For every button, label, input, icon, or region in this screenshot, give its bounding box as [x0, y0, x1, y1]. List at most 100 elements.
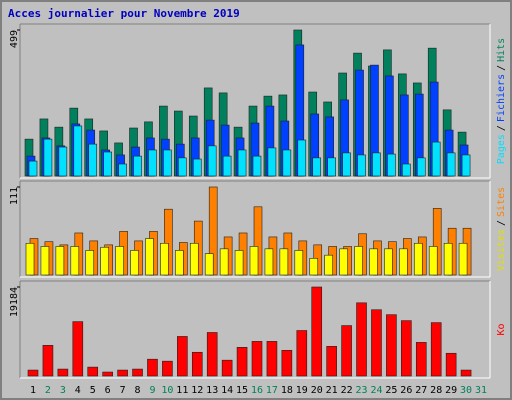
x-tick-label: 21 [326, 385, 338, 396]
bar [342, 152, 351, 177]
bar [206, 332, 218, 377]
x-tick-label: 2 [45, 385, 51, 396]
bar [115, 246, 124, 276]
bar [312, 157, 322, 177]
legend: Visites / Sites [496, 187, 507, 271]
bar [191, 351, 203, 377]
bar [221, 359, 233, 377]
x-tick-label: 13 [206, 385, 218, 396]
x-tick-label: 5 [90, 385, 96, 396]
x-tick-label: 9 [149, 385, 155, 396]
legend-entry: Visites [496, 229, 507, 271]
bar [399, 248, 408, 276]
bar [177, 336, 188, 377]
bar [326, 346, 337, 377]
x-tick-label: 22 [341, 385, 353, 396]
bar [341, 325, 352, 377]
bar [73, 125, 83, 177]
bar [189, 242, 199, 276]
bar [266, 341, 278, 377]
bar [133, 155, 142, 177]
bar [267, 147, 277, 177]
bar [130, 250, 139, 276]
legend-separator: / [496, 220, 507, 226]
bar [446, 152, 456, 177]
bar [296, 330, 308, 377]
x-tick-label: 8 [135, 385, 141, 396]
x-tick-label: 25 [385, 385, 397, 396]
x-tick-label: 12 [191, 385, 203, 396]
bar [252, 155, 262, 177]
bar [55, 246, 65, 276]
x-tick-label: 28 [430, 385, 442, 396]
legend: Pages / Fichiers / Hits [496, 38, 507, 164]
bar [237, 149, 247, 177]
bar [58, 146, 68, 177]
x-tick-label: 29 [445, 385, 457, 396]
bar [192, 158, 202, 177]
bar [357, 154, 366, 177]
bar [219, 248, 229, 276]
bar [207, 145, 217, 177]
bar [282, 149, 292, 177]
bar [175, 250, 184, 276]
x-tick-label: 7 [120, 385, 126, 396]
bar [281, 349, 293, 377]
bar [25, 242, 35, 276]
bar [117, 369, 128, 377]
bar [264, 248, 274, 276]
bar [40, 246, 50, 276]
x-tick-label: 3 [60, 385, 66, 396]
bar [118, 163, 127, 177]
bar [204, 253, 214, 276]
bar [386, 314, 397, 377]
x-tick-label: 4 [75, 385, 81, 396]
bar [234, 250, 244, 276]
x-tick-label: 14 [221, 385, 233, 396]
chart-title: Acces journalier pour Novembre 2019 [8, 7, 240, 20]
x-tick-label: 10 [161, 385, 173, 396]
bar [460, 369, 472, 377]
bar [297, 139, 307, 177]
x-tick-label: 15 [236, 385, 248, 396]
bar [294, 250, 304, 276]
bar [354, 246, 363, 276]
x-tick-label: 19 [296, 385, 308, 396]
bar [162, 360, 173, 377]
bar [42, 345, 54, 377]
bar [372, 152, 381, 177]
bar [72, 321, 84, 377]
bar [132, 368, 143, 377]
bar [461, 154, 471, 177]
bar [222, 155, 232, 177]
x-tick-label: 20 [311, 385, 323, 396]
bar [415, 342, 427, 377]
bar [145, 238, 154, 276]
bar [327, 157, 336, 177]
x-tick-label: 26 [400, 385, 412, 396]
bar [103, 151, 112, 177]
bar [445, 352, 457, 377]
x-tick-label: 30 [460, 385, 472, 396]
legend-entry: Hits [496, 38, 507, 62]
bar [43, 138, 53, 177]
x-tick-label: 24 [370, 385, 382, 396]
x-tick-label: 6 [105, 385, 111, 396]
x-tick-label: 31 [475, 385, 487, 396]
bar [356, 302, 367, 377]
bar [371, 309, 382, 377]
x-tick-label: 23 [356, 385, 368, 396]
bar [387, 153, 396, 177]
x-tick-label: 27 [415, 385, 427, 396]
y-tick-label: 499 [9, 30, 20, 48]
bar [369, 248, 378, 276]
bar [87, 366, 99, 377]
legend-entry: Fichiers [496, 74, 507, 122]
bar [27, 369, 39, 377]
bar [163, 149, 172, 177]
bar [430, 322, 442, 377]
bar [324, 254, 333, 276]
bar [428, 246, 438, 276]
